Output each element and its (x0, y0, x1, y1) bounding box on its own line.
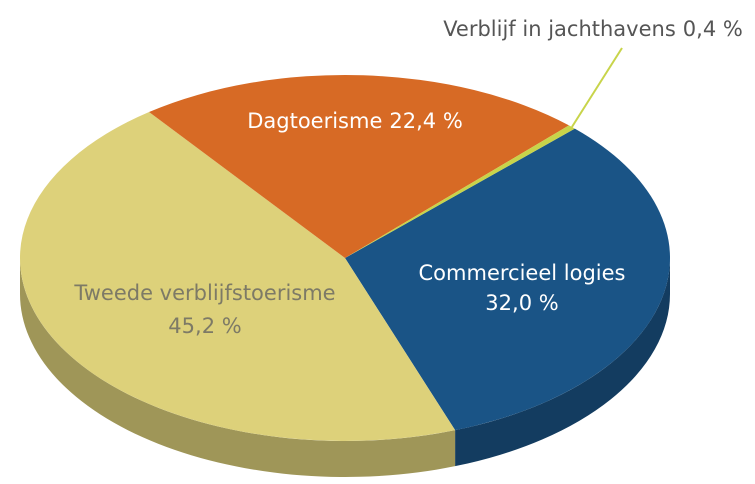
pie-slice (345, 128, 670, 431)
slice-label: Commercieel logies 32,0 % (419, 261, 626, 315)
label-value: 32,0 % (485, 291, 558, 315)
label-name: Dagtoerisme (247, 109, 382, 133)
label-name: Commercieel logies (419, 261, 626, 285)
slice-label: Verblijf in jachthavens 0,4 % (443, 17, 743, 41)
label-value: 22,4 % (389, 109, 462, 133)
label-value: 0,4 % (683, 17, 743, 41)
pie-slice (149, 74, 569, 258)
pie-slice (19, 112, 456, 442)
pie-side (455, 258, 670, 467)
leader-line (571, 47, 623, 128)
pie-side (20, 258, 456, 478)
label-name: Tweede verblijfstoerisme (73, 281, 335, 305)
label-value: 45,2 % (168, 314, 241, 338)
slice-label: Dagtoerisme 22,4 % (247, 109, 463, 133)
slice-label: Tweede verblijfstoerisme 45,2 % (73, 281, 335, 338)
pie-slice (345, 125, 575, 258)
label-name: Verblijf in jachthavens (443, 17, 676, 41)
